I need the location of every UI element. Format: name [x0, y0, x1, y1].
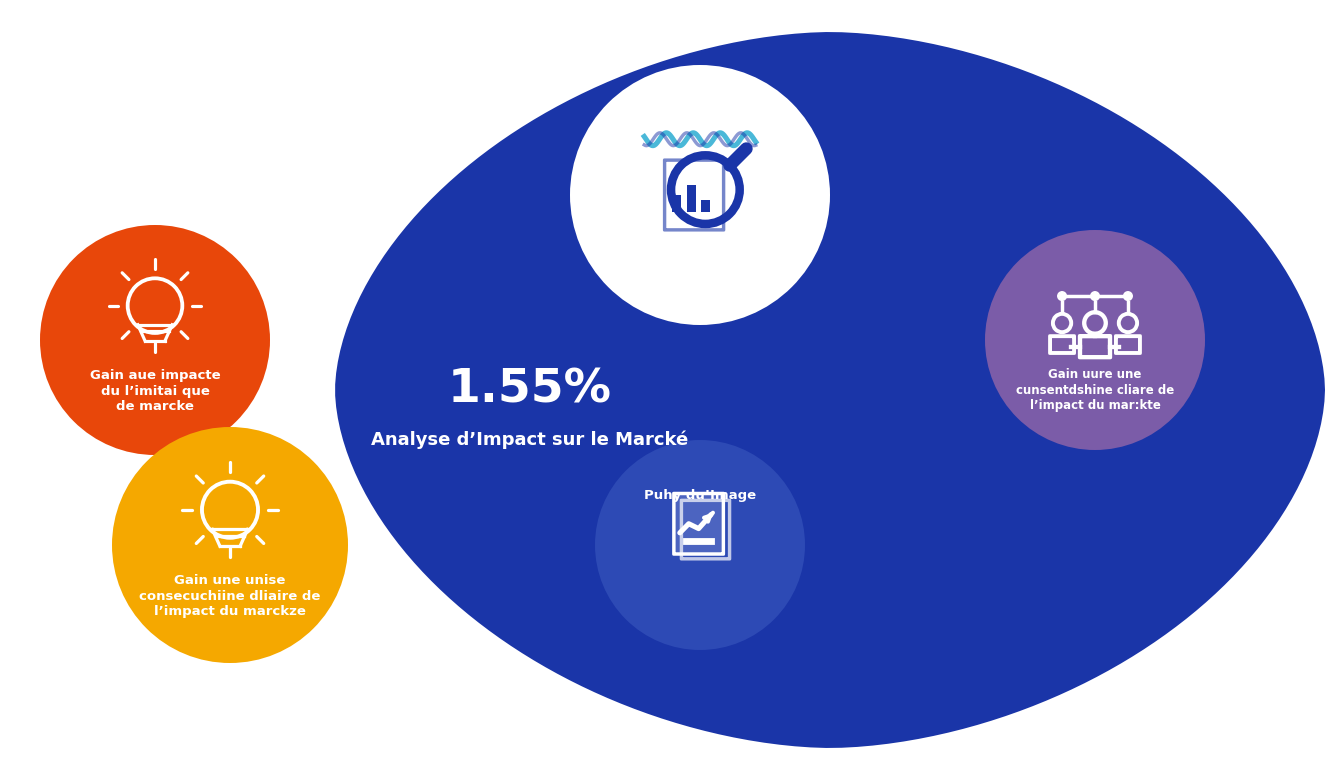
Text: l’impact du mar:kte: l’impact du mar:kte	[1030, 399, 1160, 412]
Text: Analyse d’Impact sur le Marcké: Analyse d’Impact sur le Marcké	[371, 431, 688, 449]
Text: Gain uure une: Gain uure une	[1048, 369, 1141, 382]
Text: du l’imitai que: du l’imitai que	[101, 385, 210, 398]
Circle shape	[40, 225, 270, 455]
Text: 1.55%: 1.55%	[448, 368, 612, 412]
Circle shape	[1058, 292, 1066, 300]
FancyBboxPatch shape	[673, 494, 723, 554]
Bar	[687, 184, 696, 213]
Polygon shape	[335, 32, 1325, 748]
Circle shape	[1091, 292, 1099, 300]
Text: cunsentdshine cliare de: cunsentdshine cliare de	[1016, 383, 1175, 396]
Text: Puhy du’Image: Puhy du’Image	[644, 488, 757, 502]
Text: consecuchiine dliaire de: consecuchiine dliaire de	[140, 590, 321, 603]
Circle shape	[985, 230, 1206, 450]
Text: Gain aue impacte: Gain aue impacte	[90, 369, 220, 382]
Text: l’impact du marckze: l’impact du marckze	[155, 605, 306, 618]
Circle shape	[1124, 292, 1132, 300]
Bar	[702, 200, 711, 213]
Circle shape	[595, 440, 805, 650]
Bar	[672, 195, 681, 213]
Circle shape	[112, 427, 348, 663]
Text: Gain une unise: Gain une unise	[175, 574, 286, 587]
Text: de marcke: de marcke	[116, 400, 194, 413]
Circle shape	[570, 65, 831, 325]
